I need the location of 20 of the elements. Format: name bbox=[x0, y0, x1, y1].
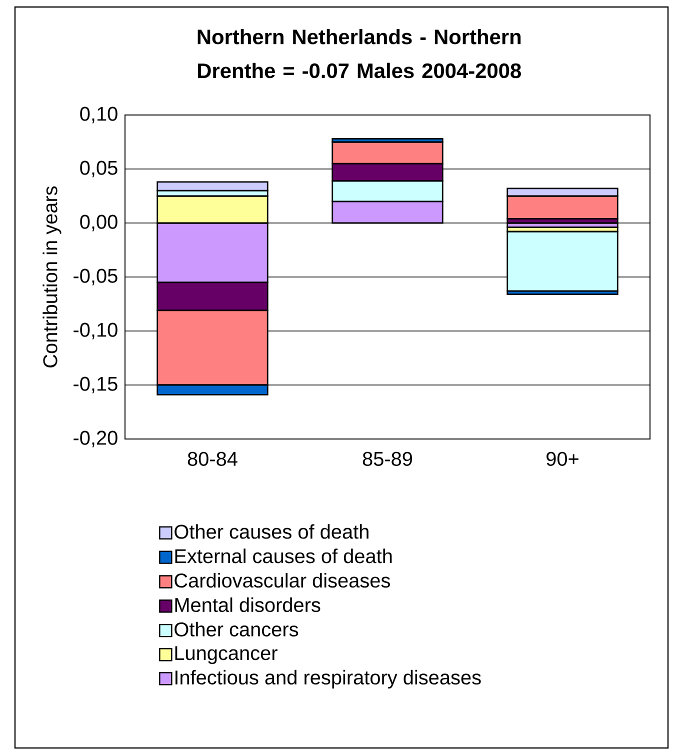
y-tick-label: -0,15 bbox=[74, 376, 118, 394]
y-tick-label: 0,05 bbox=[80, 160, 118, 178]
y-tick-label: -0,05 bbox=[74, 268, 118, 286]
y-tick-label: 0,10 bbox=[80, 106, 118, 124]
y-tick-label: 0,00 bbox=[80, 214, 118, 232]
legend-label: Mental disorders bbox=[175, 597, 320, 612]
legend-label: Other causes of death bbox=[174, 524, 368, 539]
legend-label: Infectious and respiratory diseases bbox=[176, 670, 481, 689]
chart-title: Northern Netherlands - Northern Drenthe = -0.07 Males 2004-2008 bbox=[198, 28, 521, 78]
legend-label: Other cancers bbox=[174, 622, 298, 636]
y-tick-label: -0,10 bbox=[74, 322, 118, 340]
y-tick-label: -0,20 bbox=[74, 430, 118, 448]
x-tick-label: 80-84 bbox=[188, 452, 238, 466]
legend-label: Lungcancer bbox=[175, 646, 278, 664]
y-axis-title: Contribution in years bbox=[42, 186, 62, 368]
legend-label: External causes of death bbox=[175, 548, 392, 564]
x-tick-label: 90+ bbox=[546, 452, 578, 466]
legend-label: Cardiovascular diseases bbox=[174, 573, 390, 588]
bar bbox=[506, 230, 618, 292]
x-tick-label: 85-89 bbox=[362, 452, 412, 466]
